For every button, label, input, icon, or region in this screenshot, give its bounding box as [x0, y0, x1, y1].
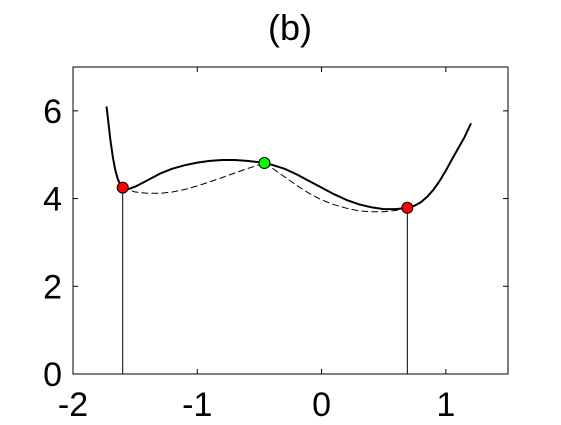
saddle-point-marker — [258, 157, 271, 170]
plot-area: -2 -1 0 1 0 2 4 6 — [43, 66, 509, 424]
x-tick-label: 1 — [436, 386, 455, 420]
y-tick-label: 2 — [43, 268, 62, 306]
dashed-path-2 — [263, 162, 408, 213]
chart-title: (b) — [268, 7, 312, 48]
x-tick-label: -1 — [182, 386, 212, 420]
y-tick-label: 0 — [43, 356, 62, 394]
dashed-path-1 — [122, 162, 265, 194]
y-tick-label: 4 — [43, 181, 62, 219]
y-tick-label: 6 — [43, 93, 62, 131]
minimum-point-marker — [401, 201, 414, 214]
x-tick-label: 0 — [312, 386, 331, 420]
minimum-point-marker — [116, 181, 129, 194]
axes-frame — [72, 66, 509, 375]
energy-curve — [105, 106, 472, 211]
x-tick-label: -2 — [58, 386, 88, 420]
